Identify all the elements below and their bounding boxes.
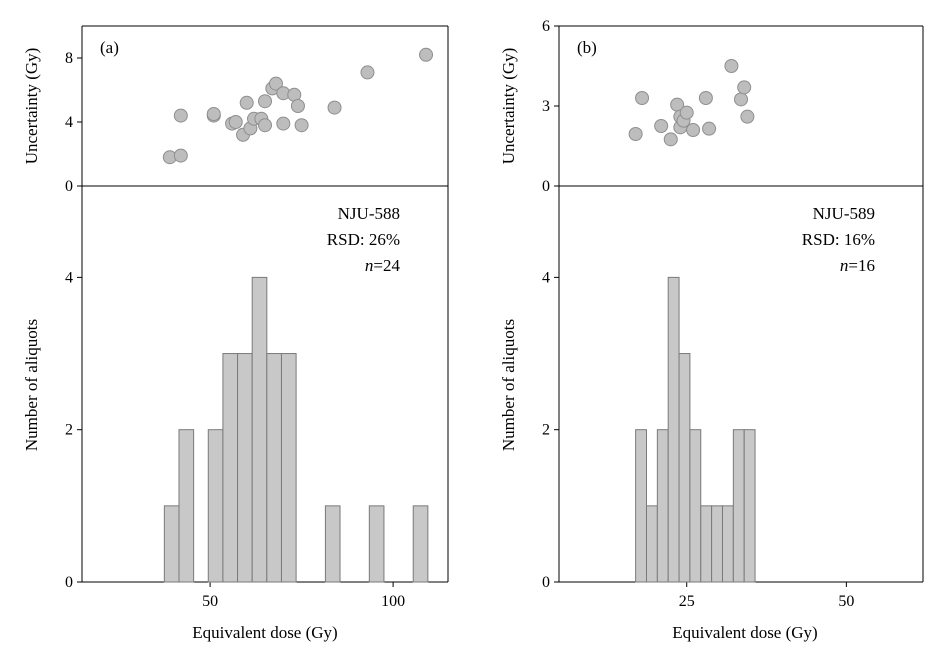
scatter-a-points <box>162 47 434 165</box>
scatter-b-point <box>724 59 739 73</box>
scatter-b-point <box>734 92 748 107</box>
hist-a-ytick-label: 0 <box>65 574 73 591</box>
hist-b-bar <box>743 429 756 583</box>
scatter-b-axes <box>558 25 924 187</box>
hist-a-bar <box>251 276 268 583</box>
panel-b-tag: (b) <box>577 38 597 57</box>
panel-left: Uncertainty (Gy) Number of aliquots 048 … <box>22 25 449 642</box>
hist-b-xtick-label: 25 <box>679 593 695 610</box>
hist-a-bar <box>222 353 239 583</box>
hist-a-bar <box>280 353 297 583</box>
hist-a-ylabel: Number of aliquots <box>22 319 41 451</box>
hist-a-n: n=24 <box>365 256 401 275</box>
hist-a-xtick-label: 100 <box>381 593 405 610</box>
scatter-b-ylabel: Uncertainty (Gy) <box>499 48 518 165</box>
hist-a-bar <box>178 429 195 583</box>
scatter-a-point <box>173 108 188 123</box>
scatter-a-point <box>239 95 254 110</box>
scatter-b-point <box>679 105 694 120</box>
panel-right: Uncertainty (Gy) Number of aliquots 036 … <box>499 18 924 642</box>
panel-a-tag: (a) <box>100 38 119 57</box>
scatter-b-point <box>698 91 713 105</box>
hist-b-bar <box>667 276 680 583</box>
scatter-b-ytick-label: 6 <box>542 18 550 35</box>
hist-b-xtick-label: 50 <box>838 593 854 610</box>
hist-b-sample: NJU-589 <box>813 204 875 223</box>
scatter-a-point <box>258 118 272 133</box>
scatter-b-point <box>635 91 650 105</box>
scatter-a-point <box>206 107 221 121</box>
hist-b-xticks: 25 50 <box>679 582 854 610</box>
hist-b-bar <box>721 505 734 583</box>
scatter-b-point <box>686 123 701 137</box>
hist-a-bars <box>163 276 429 583</box>
hist-b-bar <box>689 429 702 583</box>
scatter-b-yticks: 0 3 6 <box>542 18 559 195</box>
scatter-a-ytick-label: 8 <box>65 50 73 67</box>
hist-b-bar <box>656 429 669 583</box>
scatter-a-ylabel: Uncertainty (Gy) <box>22 48 41 165</box>
hist-b-ytick-label: 4 <box>542 269 550 286</box>
hist-a-bar <box>324 505 341 583</box>
hist-a-xlabel: Equivalent dose (Gy) <box>192 623 337 642</box>
hist-b-bars <box>635 276 756 583</box>
hist-b-n-value: =16 <box>848 256 875 275</box>
scatter-a-ytick-label: 0 <box>65 178 73 195</box>
scatter-a-point <box>258 94 272 109</box>
hist-a-bar <box>266 353 282 583</box>
hist-b-bar <box>732 429 745 583</box>
scatter-b-point <box>740 109 755 124</box>
scatter-b-ytick-label: 3 <box>542 98 550 115</box>
scatter-a-point <box>294 118 309 133</box>
hist-a-bar <box>237 353 253 583</box>
hist-b-bar <box>645 505 658 583</box>
scatter-a-point <box>290 99 305 113</box>
scatter-a-yticks: 0 4 8 <box>65 50 82 195</box>
scatter-a-point <box>327 100 342 115</box>
hist-a-bar <box>412 505 429 583</box>
scatter-b-points <box>628 59 755 147</box>
scatter-b-point <box>702 121 717 136</box>
hist-b-bar <box>711 505 723 583</box>
scatter-b-ytick-label: 0 <box>542 178 550 195</box>
scatter-a-point <box>360 65 375 80</box>
hist-b-n-symbol: n <box>840 256 849 275</box>
scatter-b-point <box>654 119 669 133</box>
scatter-a-point <box>173 148 188 163</box>
hist-b-bar <box>700 505 713 583</box>
hist-a-ytick-label: 2 <box>65 422 73 439</box>
hist-b-bar <box>678 353 691 583</box>
hist-b-yticks: 0 2 4 <box>542 269 559 591</box>
hist-a-ytick-label: 4 <box>65 269 73 286</box>
hist-a-bar <box>368 505 385 583</box>
hist-a-rsd: RSD: 26% <box>327 230 400 249</box>
hist-b-rsd: RSD: 16% <box>802 230 875 249</box>
scatter-b-point <box>737 80 752 95</box>
hist-a-sample: NJU-588 <box>338 204 400 223</box>
scatter-a-ytick-label: 4 <box>65 114 73 131</box>
scatter-a-point <box>268 76 283 91</box>
hist-a-xtick-label: 50 <box>202 593 218 610</box>
scatter-a-point <box>276 116 291 131</box>
hist-a-n-symbol: n <box>365 256 374 275</box>
scatter-a-point <box>228 115 243 129</box>
scatter-b-point <box>663 132 678 147</box>
scatter-a-axes <box>81 25 449 187</box>
hist-b-xlabel: Equivalent dose (Gy) <box>672 623 817 642</box>
hist-a-bar <box>207 429 224 583</box>
hist-b-ytick-label: 2 <box>542 422 550 439</box>
hist-a-xticks: 50 100 <box>202 582 405 610</box>
scatter-a-point <box>419 47 434 62</box>
hist-b-ytick-label: 0 <box>542 574 550 591</box>
hist-a-n-value: =24 <box>373 256 400 275</box>
hist-b-n: n=16 <box>840 256 875 275</box>
scatter-b-point <box>628 127 643 141</box>
hist-a-yticks: 0 2 4 <box>65 269 82 591</box>
hist-b-bar <box>635 429 647 583</box>
hist-a-bar <box>163 505 180 583</box>
hist-b-ylabel: Number of aliquots <box>499 319 518 451</box>
